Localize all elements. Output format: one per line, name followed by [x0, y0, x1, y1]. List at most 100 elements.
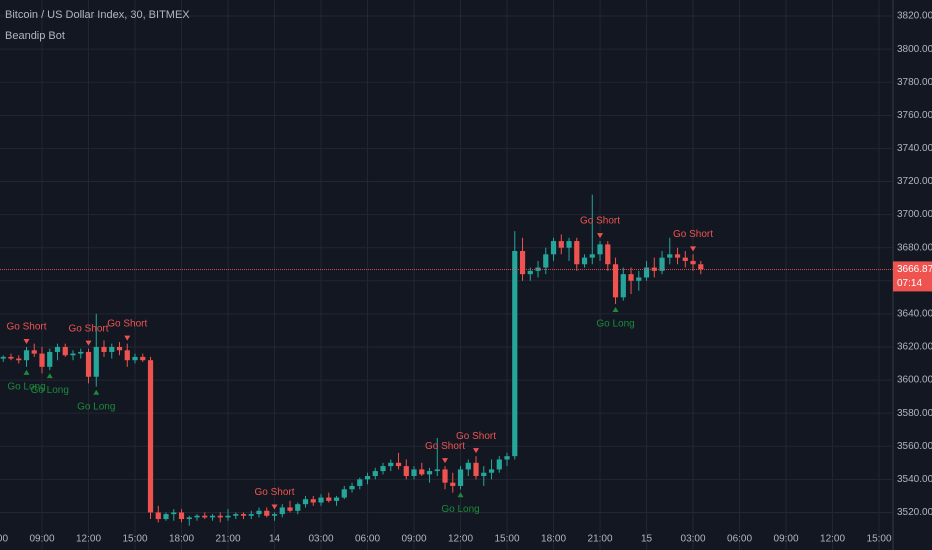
candle-body	[628, 274, 634, 281]
candle-body	[372, 471, 378, 477]
candle-body	[287, 507, 293, 511]
candle-body	[473, 462, 479, 477]
signal-arrow	[597, 233, 604, 239]
candle-body	[248, 514, 254, 516]
candle-body	[178, 512, 185, 520]
signal-label: Go Long	[31, 385, 69, 396]
candle-body	[124, 350, 130, 361]
y-tick-label: 3540.00	[897, 474, 932, 485]
signal-label: Go Short	[425, 441, 465, 452]
candle-body	[550, 241, 557, 255]
signal-arrow	[85, 340, 92, 346]
candle-body	[682, 257, 688, 261]
x-tick-label: 21:00	[588, 534, 613, 545]
candle-body	[31, 350, 37, 354]
candle-body	[674, 254, 681, 258]
candle-body	[318, 497, 324, 503]
signal-label: Go Short	[107, 318, 147, 329]
candle-body	[597, 244, 603, 255]
candle-body	[78, 351, 84, 354]
candle-body	[496, 459, 502, 470]
x-tick-label: 15:00	[495, 534, 520, 545]
x-tick-label: 15	[641, 534, 653, 545]
candle-body	[217, 515, 223, 518]
x-tick-label: 18:00	[169, 534, 194, 545]
candle-body	[93, 346, 99, 377]
candle-body	[620, 274, 626, 298]
x-tick-label: 06:00	[727, 534, 752, 545]
signal-label: Go Long	[596, 319, 634, 330]
candle-body	[643, 267, 650, 278]
candles	[0, 194, 704, 526]
indicator-name: Beandip Bot	[5, 30, 65, 42]
candle-body	[326, 497, 332, 501]
candle-body	[109, 346, 115, 352]
signal-label: Go Long	[7, 381, 45, 392]
candle-body	[589, 254, 595, 258]
x-tick-label: 09:00	[29, 534, 54, 545]
candle-body	[357, 479, 363, 486]
signal-arrow	[23, 338, 30, 344]
signal-label: Go Long	[77, 401, 115, 412]
x-tick-label: 14	[269, 534, 281, 545]
candle-body	[295, 504, 301, 511]
signal-arrow	[271, 504, 278, 510]
candle-body	[690, 260, 696, 265]
candle-body	[574, 241, 580, 265]
candle-body	[612, 264, 619, 298]
x-tick-label: 06:00	[355, 534, 380, 545]
last-price-label: 3666.87	[897, 264, 932, 275]
y-tick-label: 3680.00	[897, 242, 932, 253]
candle-body	[240, 514, 247, 516]
candle-body	[302, 499, 309, 505]
last-price-box	[893, 261, 932, 292]
candle-body	[163, 514, 169, 520]
candle-body	[225, 515, 231, 518]
y-tick-label: 3780.00	[897, 77, 932, 88]
y-tick-label: 3620.00	[897, 342, 932, 353]
candle-body	[395, 462, 402, 467]
candle-body	[39, 353, 45, 367]
signal-arrow	[442, 458, 449, 464]
x-tick-label: 15:00	[122, 534, 147, 545]
x-tick-label: 12:00	[448, 534, 473, 545]
x-tick-label: 06:00	[0, 534, 8, 545]
y-tick-label: 3720.00	[897, 176, 932, 187]
x-tick-label: 09:00	[402, 534, 427, 545]
candle-body	[171, 512, 177, 515]
y-tick-label: 3740.00	[897, 143, 932, 154]
y-tick-label: 3580.00	[897, 408, 932, 419]
candle-body	[0, 356, 6, 359]
candle-body	[380, 466, 386, 472]
candle-body	[659, 257, 665, 271]
candle-body	[426, 471, 433, 475]
x-tick-label: 18:00	[541, 534, 566, 545]
y-tick-label: 3560.00	[897, 441, 932, 452]
candle-body	[488, 469, 495, 473]
x-tick-label: 12:00	[820, 534, 845, 545]
candle-body	[233, 514, 239, 516]
y-tick-label: 3800.00	[897, 44, 932, 55]
signal-arrow	[124, 335, 131, 341]
y-tick-label: 3760.00	[897, 110, 932, 121]
signal-label: Go Short	[673, 229, 713, 240]
candle-body	[271, 514, 278, 516]
signal-label: Go Short	[456, 431, 496, 442]
axis-labels: 3520.00 3540.00 3560.00 3580.00 3600.00 3620.…	[0, 11, 932, 545]
candle-body	[636, 277, 642, 281]
candle-body	[54, 346, 61, 352]
y-tick-label: 3520.00	[897, 507, 932, 518]
signal-label: Go Short	[255, 487, 295, 498]
candle-body	[364, 476, 371, 480]
candle-body	[434, 469, 440, 472]
candle-body	[47, 351, 53, 367]
candle-body	[566, 241, 572, 248]
candle-body	[147, 360, 154, 513]
candle-body	[8, 356, 14, 359]
x-tick-label: 15:00	[867, 534, 892, 545]
candle-body	[202, 515, 208, 518]
candle-body	[512, 251, 518, 457]
signal-arrow	[612, 306, 619, 312]
